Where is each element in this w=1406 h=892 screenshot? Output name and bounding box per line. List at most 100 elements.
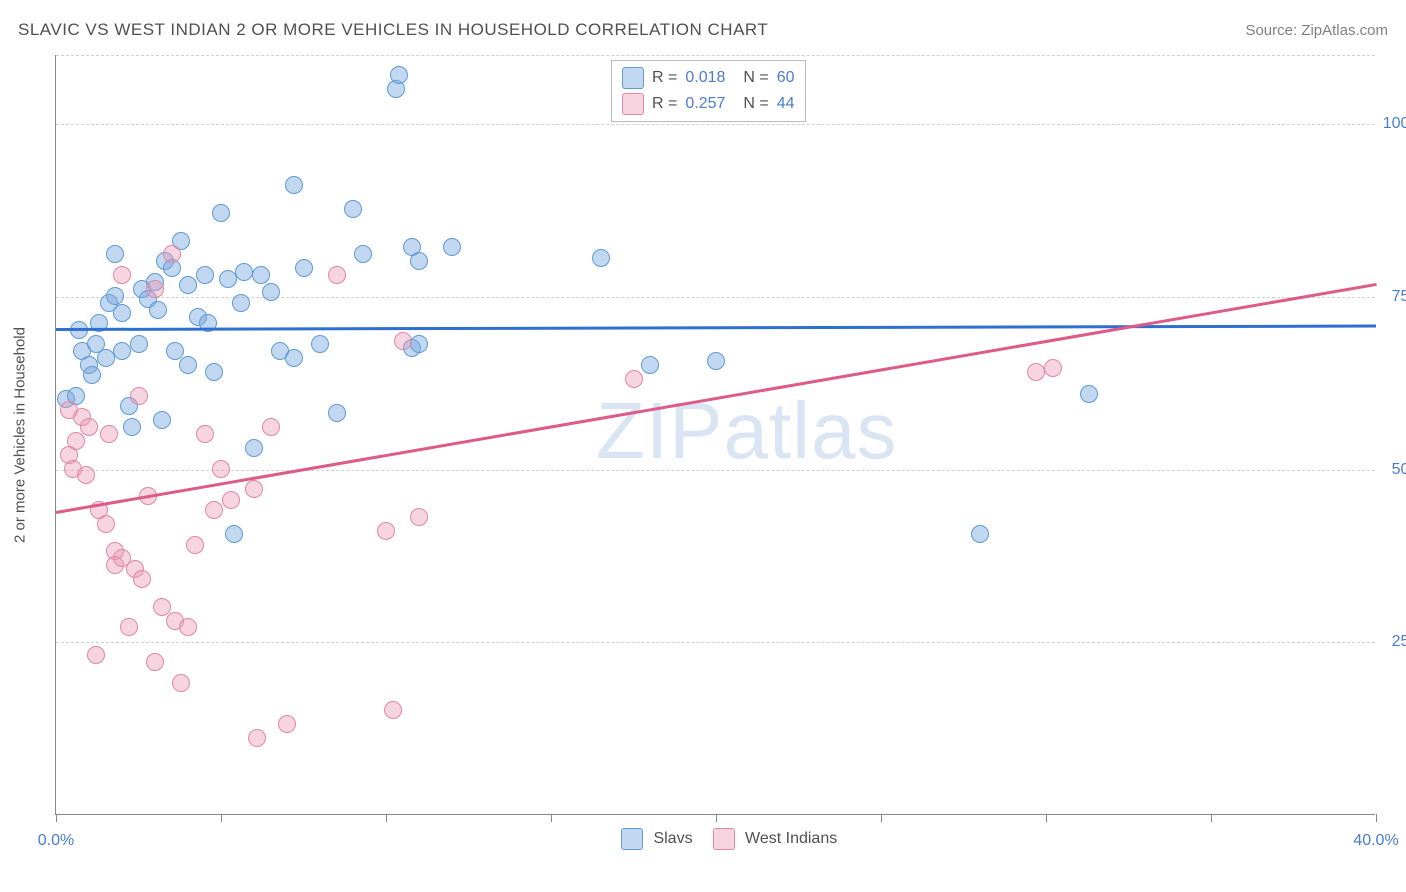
data-point-slavs: [149, 301, 167, 319]
legend-swatch-west-indians: [622, 93, 644, 115]
legend-series: Slavs West Indians: [621, 828, 837, 850]
data-point-slavs: [106, 287, 124, 305]
data-point-slavs: [113, 304, 131, 322]
data-point-west_indians: [262, 418, 280, 436]
data-point-slavs: [592, 249, 610, 267]
data-point-slavs: [106, 245, 124, 263]
x-tick: [716, 814, 717, 822]
y-axis-label: 2 or more Vehicles in Household: [12, 327, 29, 543]
data-point-slavs: [410, 335, 428, 353]
data-point-slavs: [235, 263, 253, 281]
x-tick-label: 40.0%: [1353, 832, 1398, 850]
data-point-west_indians: [67, 432, 85, 450]
chart-header: SLAVIC VS WEST INDIAN 2 OR MORE VEHICLES…: [18, 20, 1388, 40]
data-point-slavs: [285, 349, 303, 367]
y-tick-label: 75.0%: [1392, 288, 1406, 306]
data-point-slavs: [295, 259, 313, 277]
data-point-west_indians: [394, 332, 412, 350]
data-point-slavs: [123, 418, 141, 436]
data-point-slavs: [179, 356, 197, 374]
gridline: [56, 55, 1375, 56]
data-point-west_indians: [97, 515, 115, 533]
data-point-slavs: [219, 270, 237, 288]
data-point-slavs: [153, 411, 171, 429]
x-tick: [386, 814, 387, 822]
legend-n-value: 44: [777, 95, 795, 113]
y-tick-label: 100.0%: [1383, 115, 1406, 133]
data-point-slavs: [205, 363, 223, 381]
legend-r-label: R =: [652, 95, 677, 113]
legend-r-value: 0.257: [685, 95, 725, 113]
data-point-west_indians: [410, 508, 428, 526]
legend-swatch-slavs: [622, 67, 644, 89]
legend-r-value: 0.018: [685, 69, 725, 87]
legend-item: Slavs: [621, 828, 693, 850]
legend-n-label: N =: [743, 69, 768, 87]
gridline: [56, 297, 1375, 298]
data-point-west_indians: [205, 501, 223, 519]
y-tick-label: 25.0%: [1392, 633, 1406, 651]
data-point-west_indians: [130, 387, 148, 405]
chart-title: SLAVIC VS WEST INDIAN 2 OR MORE VEHICLES…: [18, 20, 768, 40]
legend-stats: R = 0.018 N = 60 R = 0.257 N = 44: [611, 60, 806, 122]
data-point-slavs: [344, 200, 362, 218]
legend-label: West Indians: [745, 830, 837, 847]
legend-swatch-slavs: [621, 828, 643, 850]
data-point-west_indians: [100, 425, 118, 443]
data-point-slavs: [130, 335, 148, 353]
data-point-west_indians: [384, 701, 402, 719]
legend-swatch-west-indians: [713, 828, 735, 850]
data-point-west_indians: [172, 674, 190, 692]
x-tick: [56, 814, 57, 822]
data-point-slavs: [245, 439, 263, 457]
legend-n-value: 60: [777, 69, 795, 87]
data-point-west_indians: [625, 370, 643, 388]
x-tick: [221, 814, 222, 822]
data-point-west_indians: [77, 466, 95, 484]
data-point-slavs: [390, 66, 408, 84]
legend-r-label: R =: [652, 69, 677, 87]
data-point-west_indians: [222, 491, 240, 509]
data-point-west_indians: [87, 646, 105, 664]
plot-area: ZIPatlas R = 0.018 N = 60 R = 0.257 N = …: [55, 55, 1375, 815]
data-point-slavs: [443, 238, 461, 256]
trend-line-west_indians: [56, 283, 1376, 513]
data-point-west_indians: [133, 570, 151, 588]
data-point-slavs: [225, 525, 243, 543]
data-point-slavs: [285, 176, 303, 194]
data-point-slavs: [232, 294, 250, 312]
legend-n-label: N =: [743, 95, 768, 113]
chart-source: Source: ZipAtlas.com: [1245, 22, 1388, 39]
data-point-west_indians: [1027, 363, 1045, 381]
data-point-slavs: [971, 525, 989, 543]
data-point-west_indians: [146, 280, 164, 298]
data-point-slavs: [83, 366, 101, 384]
data-point-west_indians: [113, 266, 131, 284]
data-point-slavs: [179, 276, 197, 294]
data-point-west_indians: [80, 418, 98, 436]
data-point-slavs: [97, 349, 115, 367]
data-point-west_indians: [196, 425, 214, 443]
data-point-slavs: [212, 204, 230, 222]
legend-item: West Indians: [713, 828, 838, 850]
data-point-west_indians: [163, 245, 181, 263]
data-point-slavs: [262, 283, 280, 301]
data-point-west_indians: [179, 618, 197, 636]
gridline: [56, 470, 1375, 471]
y-tick-label: 50.0%: [1392, 461, 1406, 479]
x-tick: [551, 814, 552, 822]
data-point-west_indians: [146, 653, 164, 671]
data-point-slavs: [707, 352, 725, 370]
data-point-west_indians: [245, 480, 263, 498]
gridline: [56, 642, 1375, 643]
data-point-slavs: [354, 245, 372, 263]
data-point-slavs: [410, 252, 428, 270]
legend-stats-row: R = 0.257 N = 44: [622, 91, 795, 117]
data-point-slavs: [311, 335, 329, 353]
data-point-west_indians: [1044, 359, 1062, 377]
data-point-slavs: [1080, 385, 1098, 403]
trend-line-slavs: [56, 324, 1376, 330]
x-tick: [881, 814, 882, 822]
data-point-slavs: [196, 266, 214, 284]
gridline: [56, 124, 1375, 125]
